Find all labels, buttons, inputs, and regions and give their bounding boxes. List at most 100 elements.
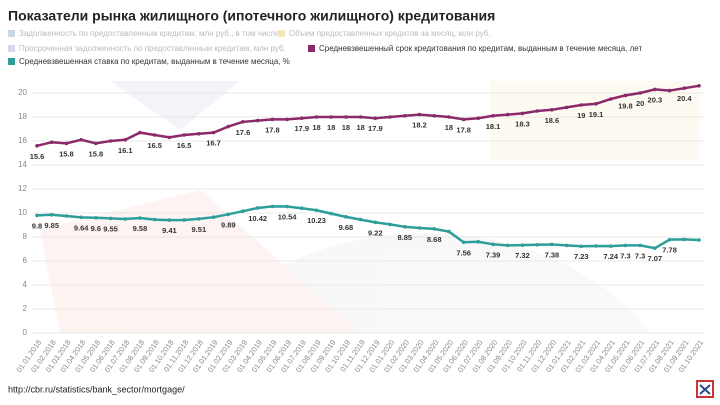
value-label: 19.8: [618, 101, 633, 110]
point: [417, 226, 422, 230]
value-label: 16.5: [147, 141, 162, 150]
value-label: 9.22: [368, 228, 383, 237]
point: [152, 217, 157, 222]
point: [608, 244, 613, 248]
point: [123, 138, 128, 142]
point: [476, 240, 481, 244]
value-label: 17.6: [236, 128, 251, 137]
point: [64, 214, 69, 218]
value-label: 18: [445, 123, 453, 132]
point: [123, 217, 128, 221]
point: [447, 115, 451, 119]
point: [461, 117, 466, 122]
point: [108, 139, 113, 143]
value-label: 17.8: [265, 125, 280, 134]
value-label: 20.4: [677, 94, 692, 103]
point: [285, 117, 289, 122]
legend-label: Просроченная задолженность по предоставл…: [19, 44, 286, 53]
point: [697, 84, 701, 88]
y-tick-label: 8: [23, 232, 28, 241]
y-tick-label: 10: [18, 208, 27, 217]
value-label: 18.6: [545, 116, 560, 125]
value-label: 7.56: [456, 248, 471, 257]
value-label: 18.2: [412, 121, 427, 130]
point: [314, 115, 319, 119]
value-label: 9.85: [44, 221, 59, 230]
point: [255, 206, 260, 210]
point: [520, 243, 525, 247]
point: [623, 243, 628, 248]
point: [182, 218, 186, 222]
y-tick-label: 0: [23, 328, 28, 337]
value-label: 9.55: [103, 224, 118, 233]
value-label: 10.42: [248, 214, 267, 223]
value-label: 20.3: [648, 95, 663, 104]
value-label: 15.8: [89, 149, 104, 158]
y-tick-label: 16: [18, 136, 27, 145]
value-label: 7.3: [620, 251, 630, 260]
point: [447, 229, 451, 234]
point: [461, 240, 466, 245]
point: [491, 242, 495, 247]
y-tick-label: 14: [18, 160, 27, 169]
point: [211, 130, 216, 135]
point: [402, 114, 407, 118]
point: [608, 97, 613, 101]
value-label: 7.39: [486, 250, 501, 259]
point: [241, 120, 245, 124]
point: [653, 87, 657, 92]
point: [550, 108, 554, 112]
point: [594, 244, 598, 248]
logo: [696, 380, 714, 398]
value-label: 7.07: [648, 254, 663, 263]
point: [35, 144, 39, 148]
point: [94, 141, 98, 146]
value-label: 8.68: [427, 235, 442, 244]
value-label: 9.64: [74, 223, 89, 232]
value-label: 19.1: [589, 110, 604, 119]
legend-swatch: [8, 58, 15, 65]
value-label: 8.85: [397, 233, 412, 242]
point: [314, 208, 319, 213]
point: [344, 215, 348, 219]
point: [667, 237, 672, 242]
point: [182, 133, 186, 137]
legend-swatch: [8, 45, 15, 52]
value-label: 7.24: [603, 252, 618, 261]
value-label: 7.23: [574, 252, 589, 261]
value-label: 9.41: [162, 226, 177, 235]
source: http://cbr.ru/statistics/bank_sector/mor…: [8, 384, 185, 394]
point: [491, 114, 495, 118]
point: [373, 116, 378, 120]
y-tick-label: 2: [23, 304, 28, 313]
point: [505, 243, 510, 248]
point: [388, 222, 392, 227]
value-label: 9.68: [339, 223, 354, 232]
value-label: 7.3: [635, 251, 645, 260]
value-label: 18: [327, 123, 335, 132]
y-tick-label: 4: [23, 280, 28, 289]
point: [373, 220, 378, 225]
point: [432, 227, 437, 231]
value-label: 18: [356, 123, 364, 132]
point: [682, 237, 687, 242]
value-label: 18: [342, 123, 350, 132]
series-line: [36, 84, 700, 148]
point: [358, 217, 363, 222]
value-label: 17.8: [456, 125, 471, 134]
series-line: [36, 205, 700, 250]
value-label: 7.32: [515, 251, 530, 260]
point: [388, 115, 392, 119]
point: [579, 244, 584, 249]
point: [79, 215, 83, 220]
y-tick-label: 12: [18, 184, 27, 193]
point: [79, 138, 83, 142]
point: [564, 243, 569, 248]
y-tick-label: 18: [18, 112, 27, 121]
point: [697, 238, 701, 242]
point: [594, 102, 598, 106]
point: [300, 116, 304, 120]
point: [329, 115, 334, 119]
point: [270, 117, 275, 122]
